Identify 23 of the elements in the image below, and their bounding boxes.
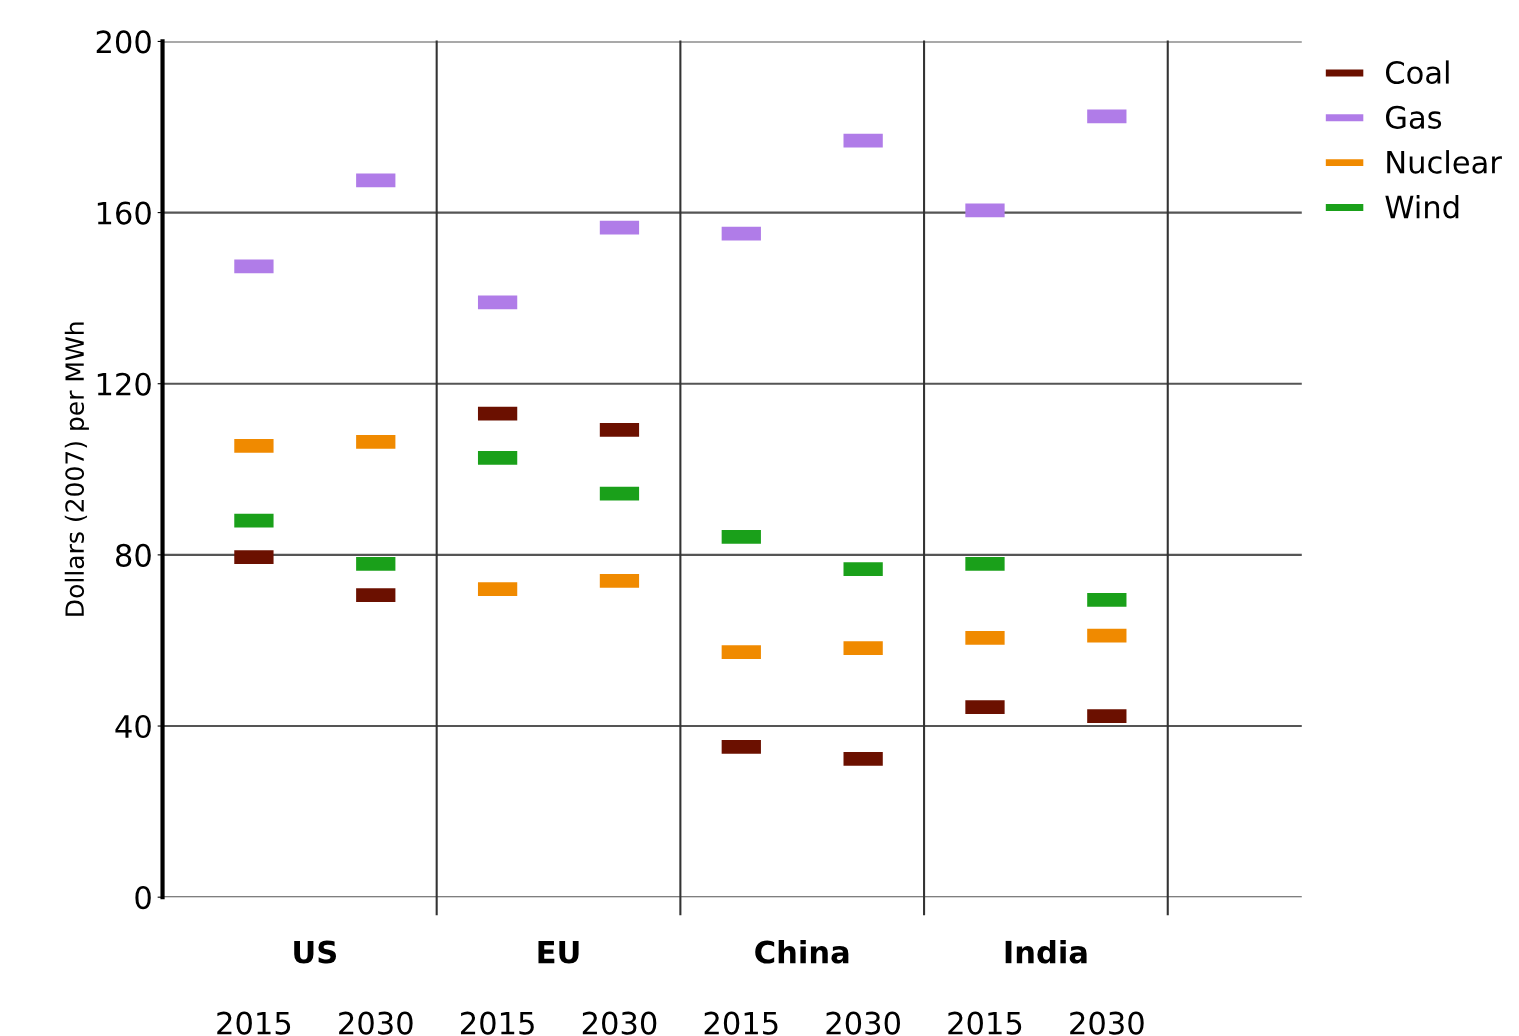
x-tick-label: 2015 — [460, 1011, 534, 1035]
y-tick-label: 80 — [116, 543, 151, 567]
y-tick-label: 120 — [97, 372, 151, 396]
text: India — [1005, 939, 1087, 964]
x-tick-label: 2030 — [582, 1011, 657, 1035]
text: US — [294, 940, 337, 964]
x-tick-label: 2030 — [826, 1011, 900, 1035]
y-axis-title: Dollars (2007) per MWh — [64, 322, 89, 616]
legend-label: Wind — [1385, 194, 1459, 219]
y-tick-label: 160 — [97, 201, 151, 225]
y-tick-label: 200 — [96, 30, 151, 54]
legend-label: Coal — [1386, 60, 1449, 85]
x-tick-label: 2015 — [704, 1011, 778, 1035]
x-tick-label: 2015 — [217, 1011, 291, 1035]
y-tick-label: 0 — [135, 886, 151, 910]
x-tick-label: 2015 — [948, 1011, 1022, 1035]
text: China — [755, 939, 849, 964]
x-tick-label: 2030 — [1070, 1011, 1144, 1035]
x-tick-label: 2030 — [339, 1011, 413, 1035]
y-tick-label: 40 — [115, 714, 151, 739]
legend-label: Gas — [1386, 105, 1442, 129]
text: EU — [538, 940, 579, 964]
legend-label: Nuclear — [1387, 150, 1502, 174]
